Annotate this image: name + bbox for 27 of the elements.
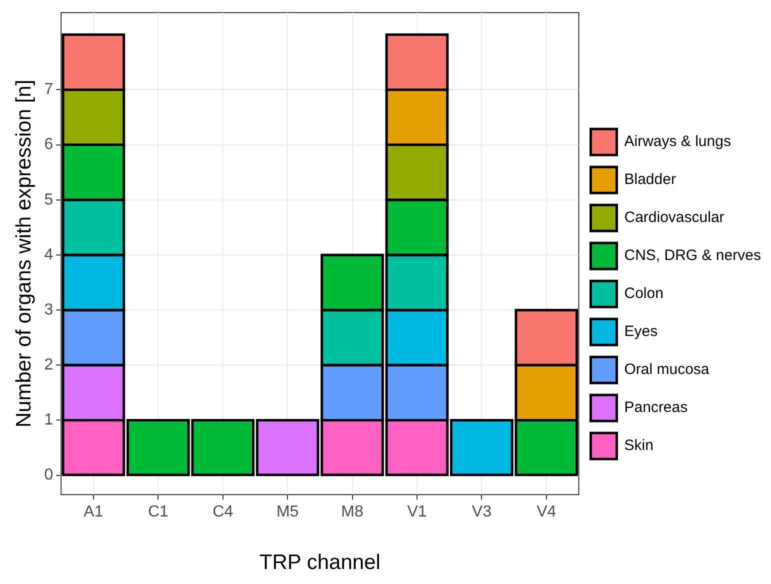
legend-label: Oral mucosa bbox=[624, 361, 710, 378]
y-tick-label: 3 bbox=[44, 301, 54, 318]
y-axis-title: Number of organs with expression [n] bbox=[12, 80, 36, 428]
legend-label: Colon bbox=[624, 285, 664, 302]
x-tick-label: M5 bbox=[276, 504, 299, 521]
y-tick-label: 5 bbox=[44, 191, 54, 208]
y-tick-label: 7 bbox=[44, 81, 54, 98]
x-tick-label: A1 bbox=[84, 504, 104, 521]
y-tick-label: 2 bbox=[44, 356, 54, 374]
x-tick-label: V1 bbox=[407, 504, 427, 521]
x-tick-label: V4 bbox=[536, 504, 556, 521]
legend-label: Cardiovascular bbox=[624, 209, 724, 226]
x-tick-label: C4 bbox=[212, 504, 234, 521]
legend-label: Skin bbox=[624, 437, 654, 454]
legend-label: Pancreas bbox=[624, 399, 688, 416]
legend-label: Bladder bbox=[624, 171, 676, 188]
legend-label: Airways & lungs bbox=[624, 133, 731, 150]
x-tick-label: M8 bbox=[341, 504, 364, 521]
y-tick-label: 4 bbox=[44, 246, 54, 264]
x-axis-title: TRP channel bbox=[259, 551, 380, 574]
y-tick-label: 6 bbox=[44, 136, 54, 154]
x-tick-label: C1 bbox=[148, 504, 168, 521]
y-tick-label: 0 bbox=[44, 466, 54, 484]
x-tick-label: V3 bbox=[472, 504, 492, 521]
legend-label: CNS, DRG & nerves bbox=[624, 247, 761, 264]
y-tick-label: 1 bbox=[44, 412, 54, 429]
legend-label: Eyes bbox=[624, 323, 658, 340]
